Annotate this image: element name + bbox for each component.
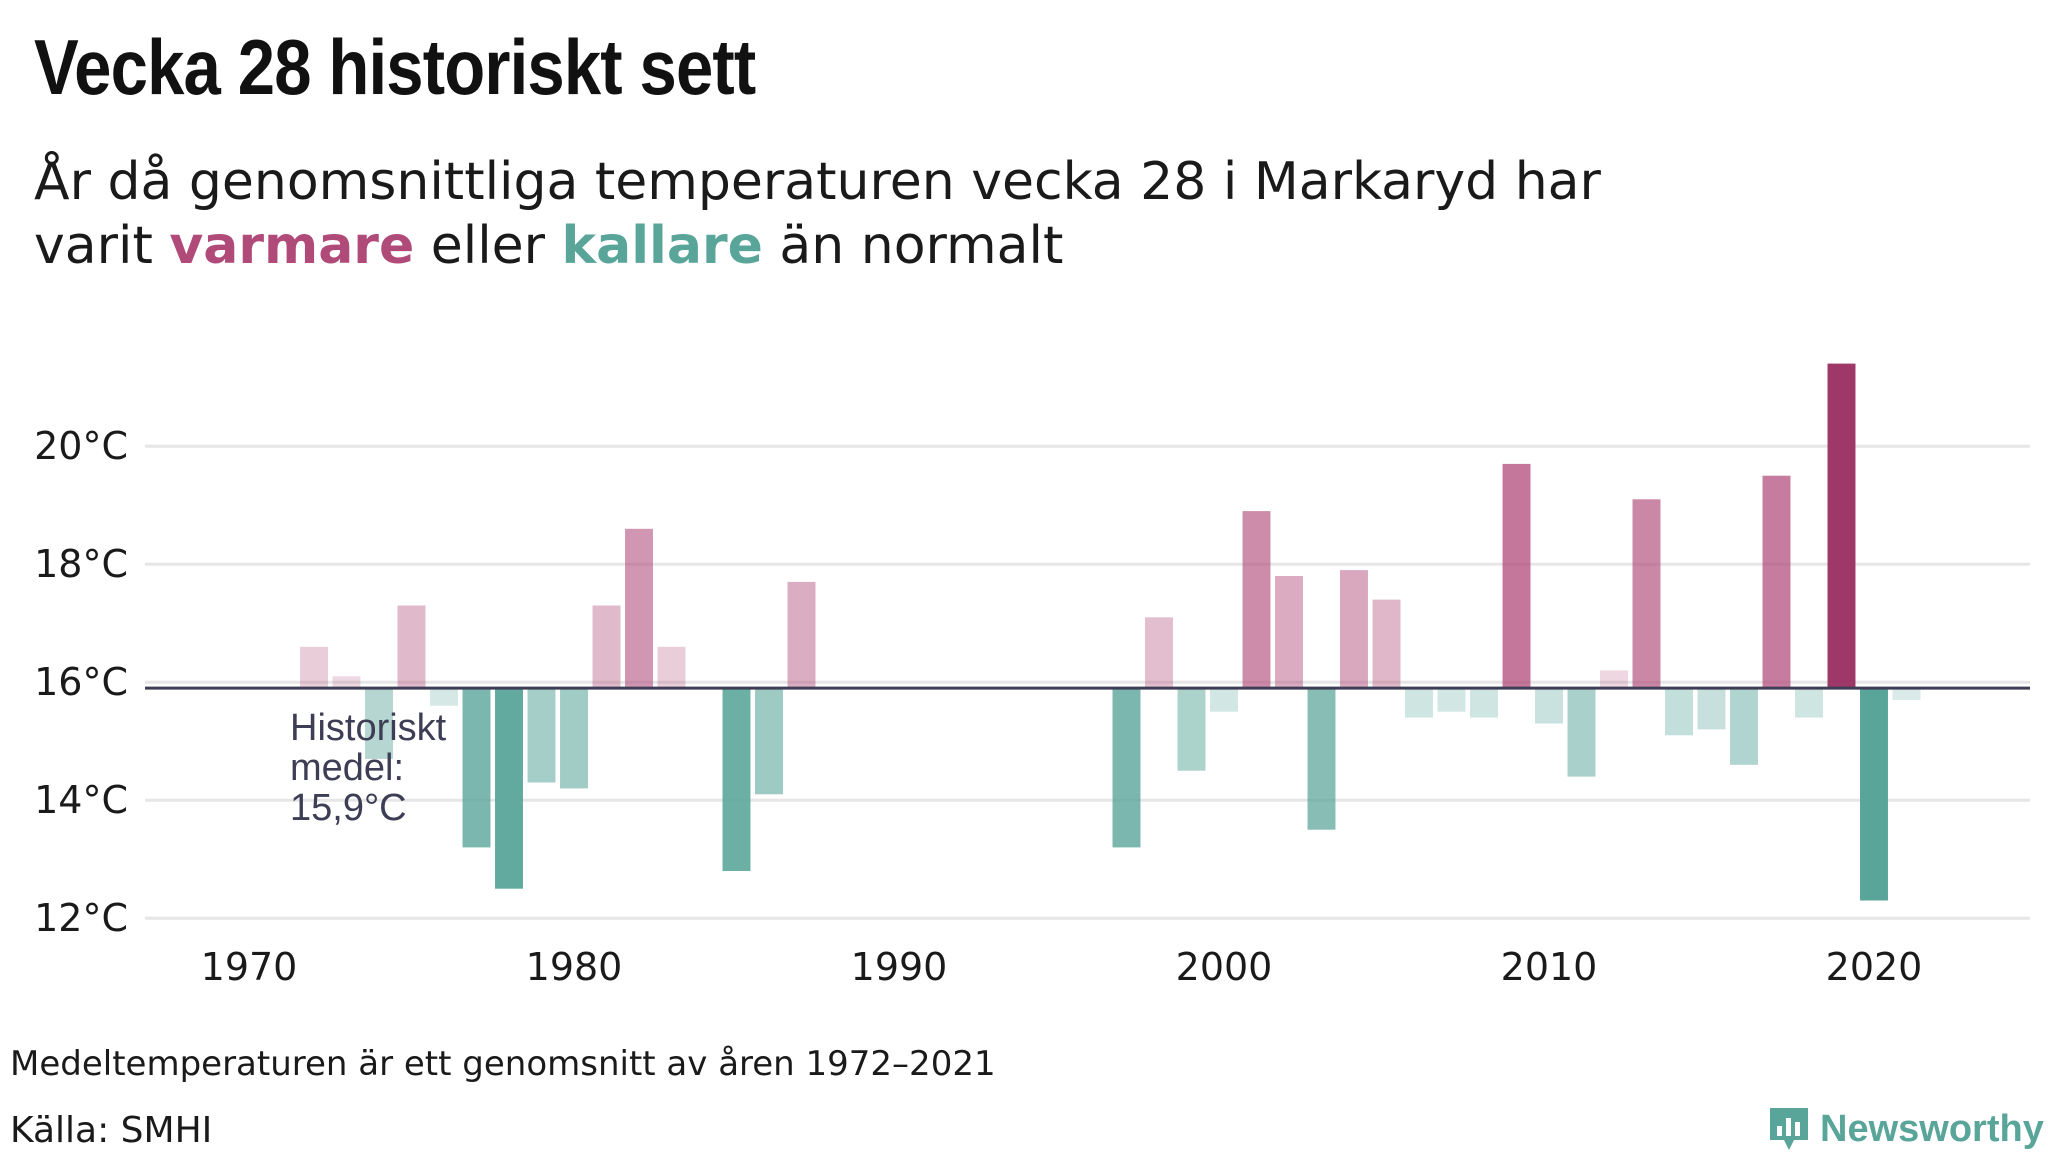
bar-cold [1307, 688, 1336, 830]
brand[interactable]: Newsworthy [1768, 1106, 2044, 1152]
source-label: Källa: SMHI [10, 1110, 213, 1151]
bar-cold [1210, 688, 1238, 712]
bar-warm [787, 581, 816, 689]
y-tick-label: 14°C [34, 778, 128, 822]
grid-lines [145, 444, 2030, 920]
bar-cold [430, 688, 458, 706]
bar-warm [1275, 576, 1303, 689]
bar-cold [1567, 688, 1596, 777]
subtitle-cold-word: kallare [561, 216, 763, 276]
bar-cold [560, 688, 588, 789]
bar-warm [1632, 499, 1661, 689]
temperature-bar-chart: 12°C 14°C 16°C 18°C 20°C Historiskt medel: 15,… [34, 363, 2030, 989]
bar-warm [1340, 570, 1368, 689]
x-tick-label: 2010 [1501, 945, 1598, 989]
bar-cold [1437, 688, 1466, 712]
bar-warm [1827, 363, 1856, 689]
bar-cold [365, 688, 393, 759]
baseline-label-line: 15,9°C [290, 787, 407, 829]
bar-warm [1372, 599, 1401, 689]
x-tick-label: 1990 [851, 945, 948, 989]
subtitle-end: än normalt [762, 216, 1064, 276]
x-tick-label: 1980 [526, 945, 623, 989]
baseline-label-line: medel: [290, 747, 404, 789]
chart-subtitle: År då genomsnittliga temperaturen vecka … [34, 150, 1734, 278]
y-axis-ticks: 12°C 14°C 16°C 18°C 20°C [34, 424, 128, 940]
bar-cold [495, 688, 523, 889]
x-tick-label: 2020 [1826, 945, 1923, 989]
bar-cold [1177, 688, 1206, 771]
bar-warm [1242, 511, 1271, 689]
bar-warm [1145, 617, 1173, 689]
bar-cold [1860, 688, 1888, 901]
x-tick-label: 2000 [1176, 945, 1273, 989]
bar-cold [1535, 688, 1563, 724]
bar-cold [1795, 688, 1823, 718]
footnote: Medeltemperaturen är ett genomsnitt av å… [10, 1044, 996, 1084]
bar-warm [1502, 463, 1531, 689]
y-tick-label: 12°C [34, 896, 128, 940]
x-tick-label: 1970 [201, 945, 298, 989]
bars [300, 363, 1921, 901]
bar-cold [722, 688, 751, 871]
bar-cold [1112, 688, 1141, 848]
subtitle-mid: eller [414, 216, 562, 276]
brand-name: Newsworthy [1820, 1107, 2044, 1150]
baseline-label: Historiskt medel: 15,9°C [290, 707, 447, 829]
bar-cold [1405, 688, 1433, 718]
newsworthy-logo-icon [1770, 1108, 1808, 1150]
bar-cold [1892, 688, 1921, 700]
subtitle-warm-word: varmare [169, 216, 415, 276]
bar-cold [1697, 688, 1726, 730]
y-tick-label: 16°C [34, 660, 128, 704]
bar-cold [462, 688, 491, 848]
bar-warm [300, 646, 328, 689]
y-tick-label: 18°C [34, 542, 128, 586]
subtitle-text: År då genomsnittliga temperaturen vecka … [34, 152, 1601, 276]
bar-cold [755, 688, 783, 795]
bar-cold [527, 688, 556, 783]
bar-cold [1470, 688, 1498, 718]
baseline-label-line: Historiskt [290, 707, 447, 749]
bar-warm [592, 605, 621, 689]
y-tick-label: 20°C [34, 424, 128, 468]
x-axis-ticks: 1970 1980 1990 2000 2010 2020 [201, 945, 1923, 989]
bar-warm [397, 605, 426, 689]
bar-warm [1762, 475, 1791, 689]
bar-warm [332, 676, 361, 689]
bar-warm [625, 528, 653, 689]
bar-cold [1665, 688, 1693, 736]
bar-warm [657, 646, 686, 689]
chart-title: Vecka 28 historiskt sett [34, 23, 756, 111]
bar-cold [1730, 688, 1758, 765]
bar-warm [1600, 670, 1628, 689]
